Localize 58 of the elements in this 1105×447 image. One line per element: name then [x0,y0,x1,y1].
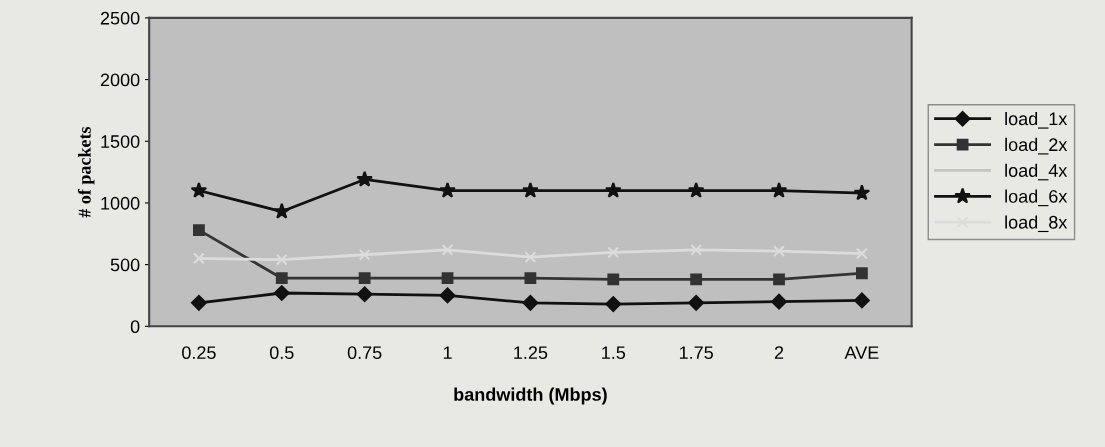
legend-label: load_1x [1005,111,1068,129]
point [771,293,787,310]
point [439,287,456,304]
point [441,272,454,285]
legend-label: load_4x [1005,163,1068,181]
point [524,272,537,285]
point [193,224,205,236]
point [605,296,622,313]
point [607,246,620,259]
x-axis-title: bandwidth (Mbps) [454,387,607,405]
point [856,267,868,280]
point [190,294,207,311]
y-tick-label: 1500 [101,135,140,148]
y-tick-label: 500 [110,258,140,272]
point [688,294,705,311]
point [356,286,373,303]
y-tick-label: 2000 [100,73,140,87]
point [193,252,205,265]
point [853,292,870,309]
y-tick-label: 1000 [101,196,140,210]
point [524,251,537,264]
legend-label: load_6x [1005,189,1068,207]
point [273,202,291,219]
point [441,243,454,256]
point [356,170,373,187]
y-axis-title: # of packets [77,126,95,218]
y-tick-label: 2500 [100,11,140,25]
x-tick-label: 0.5 [269,346,294,360]
y-tick-label: 0 [130,320,140,334]
x-tick-label: 0.75 [347,346,382,360]
point [275,272,288,285]
point [358,272,371,285]
point [773,273,785,286]
point [690,243,703,256]
point [687,181,705,198]
point [856,247,868,260]
point [273,285,290,301]
x-tick-label: 2 [774,346,784,359]
x-tick-label: 0.25 [182,346,216,360]
point [190,181,208,198]
point [770,181,788,198]
point [522,294,539,311]
point [607,273,620,286]
point [358,248,371,261]
x-tick-label: AVE [844,346,879,359]
point [690,273,703,286]
point [853,184,871,201]
legend-label: load_2x [1005,137,1068,155]
x-tick-label: 1.75 [679,346,713,360]
point [773,245,785,257]
x-tick-label: 1 [443,346,452,359]
point [522,181,539,198]
x-tick-label: 1.25 [514,346,548,360]
point [439,181,456,198]
point [604,181,622,198]
point [275,253,288,266]
x-tick-label: 1.5 [602,346,626,360]
legend-label: load_8x [1005,215,1068,233]
